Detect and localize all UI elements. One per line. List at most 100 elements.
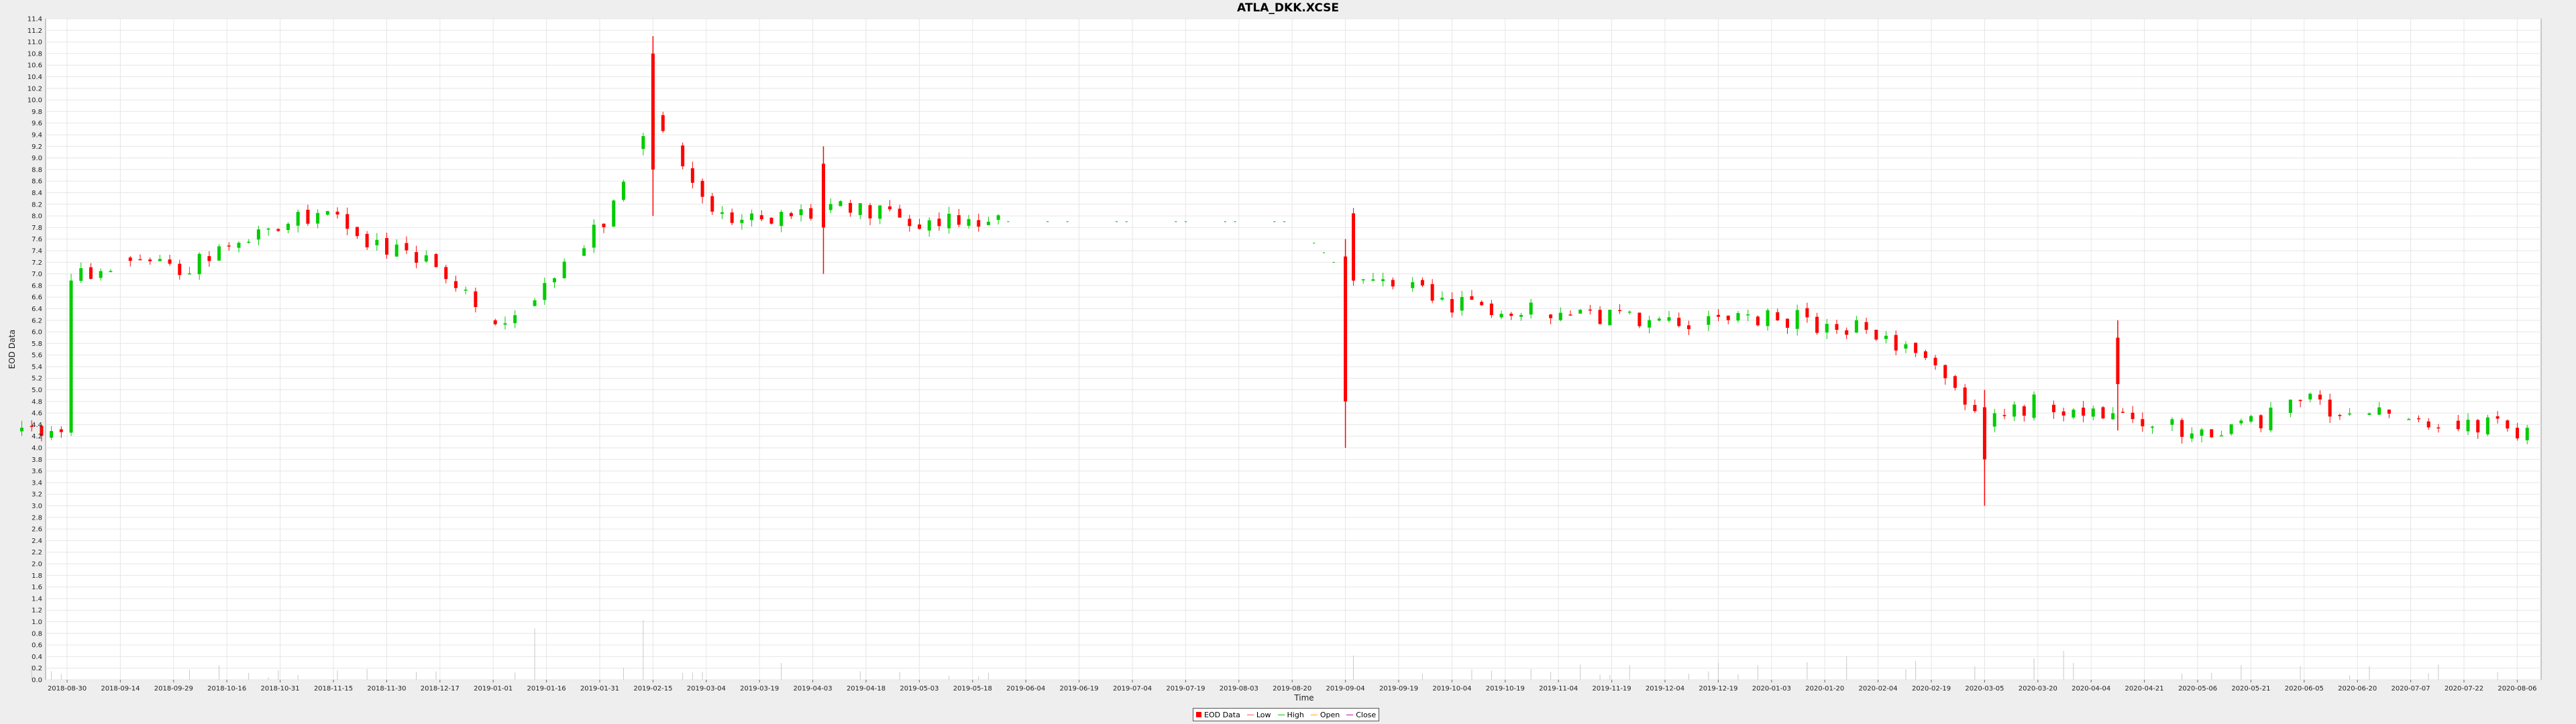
- x-tick-label: 2018-12-17: [421, 685, 460, 692]
- y-tick-label: 1.6: [32, 584, 42, 591]
- candle-body: [1835, 324, 1839, 330]
- candle-body: [1361, 279, 1365, 281]
- spike-body: [1982, 407, 1986, 460]
- candle-body: [2348, 413, 2352, 415]
- candle-body: [2377, 407, 2381, 415]
- candle-body: [809, 208, 813, 219]
- y-tick-label: 9.6: [32, 120, 42, 127]
- y-tick-label: 10.4: [28, 74, 42, 81]
- candle-body: [2111, 413, 2115, 420]
- legend-label: Open: [1320, 710, 1340, 719]
- candle-body: [1657, 318, 1661, 321]
- candle-body: [1933, 357, 1937, 365]
- x-tick-label: 2019-10-04: [1432, 685, 1471, 692]
- candle-body: [2101, 407, 2105, 419]
- candle-body: [996, 215, 1000, 220]
- candle-body: [59, 429, 63, 432]
- candle-body: [1470, 296, 1474, 300]
- x-tick-label: 2019-08-20: [1273, 685, 1311, 692]
- candle-body: [2012, 404, 2017, 417]
- candle-body: [888, 206, 892, 210]
- legend-label: Low: [1256, 710, 1271, 719]
- candle-body: [543, 283, 547, 300]
- candle-body: [2466, 420, 2470, 432]
- candle-body: [1992, 413, 1996, 427]
- y-tick-label: 5.0: [32, 387, 42, 394]
- candle-body: [2318, 394, 2322, 400]
- candle-body: [710, 196, 714, 212]
- candle-body: [2298, 400, 2302, 402]
- candle-body: [178, 263, 182, 276]
- candle-body: [898, 208, 902, 218]
- plot-area: [45, 18, 2542, 680]
- x-tick-label: 2020-07-07: [2392, 685, 2430, 692]
- candle-body: [1450, 299, 1454, 313]
- candle-body: [878, 205, 882, 219]
- candle-body: [453, 281, 458, 288]
- y-tick-label: 6.0: [32, 329, 42, 337]
- x-tick-label: 2019-01-01: [474, 685, 513, 692]
- y-tick-label: 9.4: [32, 131, 42, 139]
- candle-body: [1440, 298, 1444, 300]
- candle-body: [424, 255, 428, 262]
- candle-body: [967, 219, 971, 226]
- candle-body: [2219, 435, 2223, 437]
- y-tick-label: 6.4: [32, 306, 42, 313]
- candle-body: [375, 239, 379, 245]
- candle-body: [30, 426, 34, 427]
- y-tick-label: 7.0: [32, 271, 42, 278]
- candle-body: [2338, 415, 2342, 416]
- y-tick-label: 5.4: [32, 363, 42, 371]
- candle-body: [2229, 424, 2233, 434]
- candle-body: [1746, 314, 1750, 316]
- candle-body: [690, 168, 694, 183]
- candle-body: [868, 205, 872, 219]
- candle-body: [2387, 410, 2391, 414]
- candle-body: [1608, 310, 1612, 326]
- candle-body: [977, 220, 981, 227]
- candle-body: [1371, 279, 1375, 281]
- y-tick-label: 6.2: [32, 317, 42, 324]
- candle-body: [415, 252, 419, 263]
- candle-body: [306, 209, 310, 224]
- x-tick-label: 2019-01-31: [580, 685, 619, 692]
- x-tick-label: 2020-08-06: [2498, 685, 2536, 692]
- candle-body: [1480, 302, 1484, 306]
- candle-body: [335, 211, 339, 215]
- candle-body: [69, 280, 73, 433]
- candle-body: [2180, 420, 2184, 437]
- candle-body: [918, 224, 922, 229]
- spike-body: [2116, 337, 2120, 384]
- x-axis: 2018-08-30 2018-09-14 2018-09-29 2018-10-16…: [48, 680, 2536, 692]
- y-tick-label: 10.6: [28, 62, 42, 70]
- x-tick-label: 2018-08-30: [48, 685, 87, 692]
- candles: [20, 36, 2529, 506]
- candle-body: [2525, 428, 2529, 440]
- y-tick-label: 11.0: [28, 39, 42, 46]
- y-tick-label: 3.2: [32, 491, 42, 499]
- x-tick-label: 2020-05-06: [2178, 685, 2217, 692]
- candle-body: [1805, 308, 1809, 318]
- candle-body: [2082, 408, 2086, 416]
- y-tick-label: 9.0: [32, 155, 42, 162]
- candle-body: [1785, 318, 1789, 328]
- candle-body: [2288, 400, 2292, 413]
- legend-label: High: [1287, 710, 1304, 719]
- x-tick-label: 2018-09-14: [101, 685, 140, 692]
- candle-body: [20, 428, 24, 432]
- candle-body: [197, 253, 201, 275]
- x-tick-label: 2019-03-04: [687, 685, 726, 692]
- candle-body: [1618, 310, 1622, 312]
- candle-body: [2091, 408, 2095, 417]
- candle-body: [602, 223, 606, 227]
- x-tick-label: 2019-10-19: [1486, 685, 1525, 692]
- candle-body: [247, 241, 251, 243]
- candle-body: [1845, 330, 1849, 335]
- candle-body: [2407, 419, 2411, 420]
- candle-body: [1352, 213, 1356, 281]
- candle-body: [700, 180, 704, 197]
- x-tick-label: 2020-04-04: [2072, 685, 2110, 692]
- y-tick-label: 11.2: [28, 27, 42, 35]
- candle-body: [1795, 310, 1799, 329]
